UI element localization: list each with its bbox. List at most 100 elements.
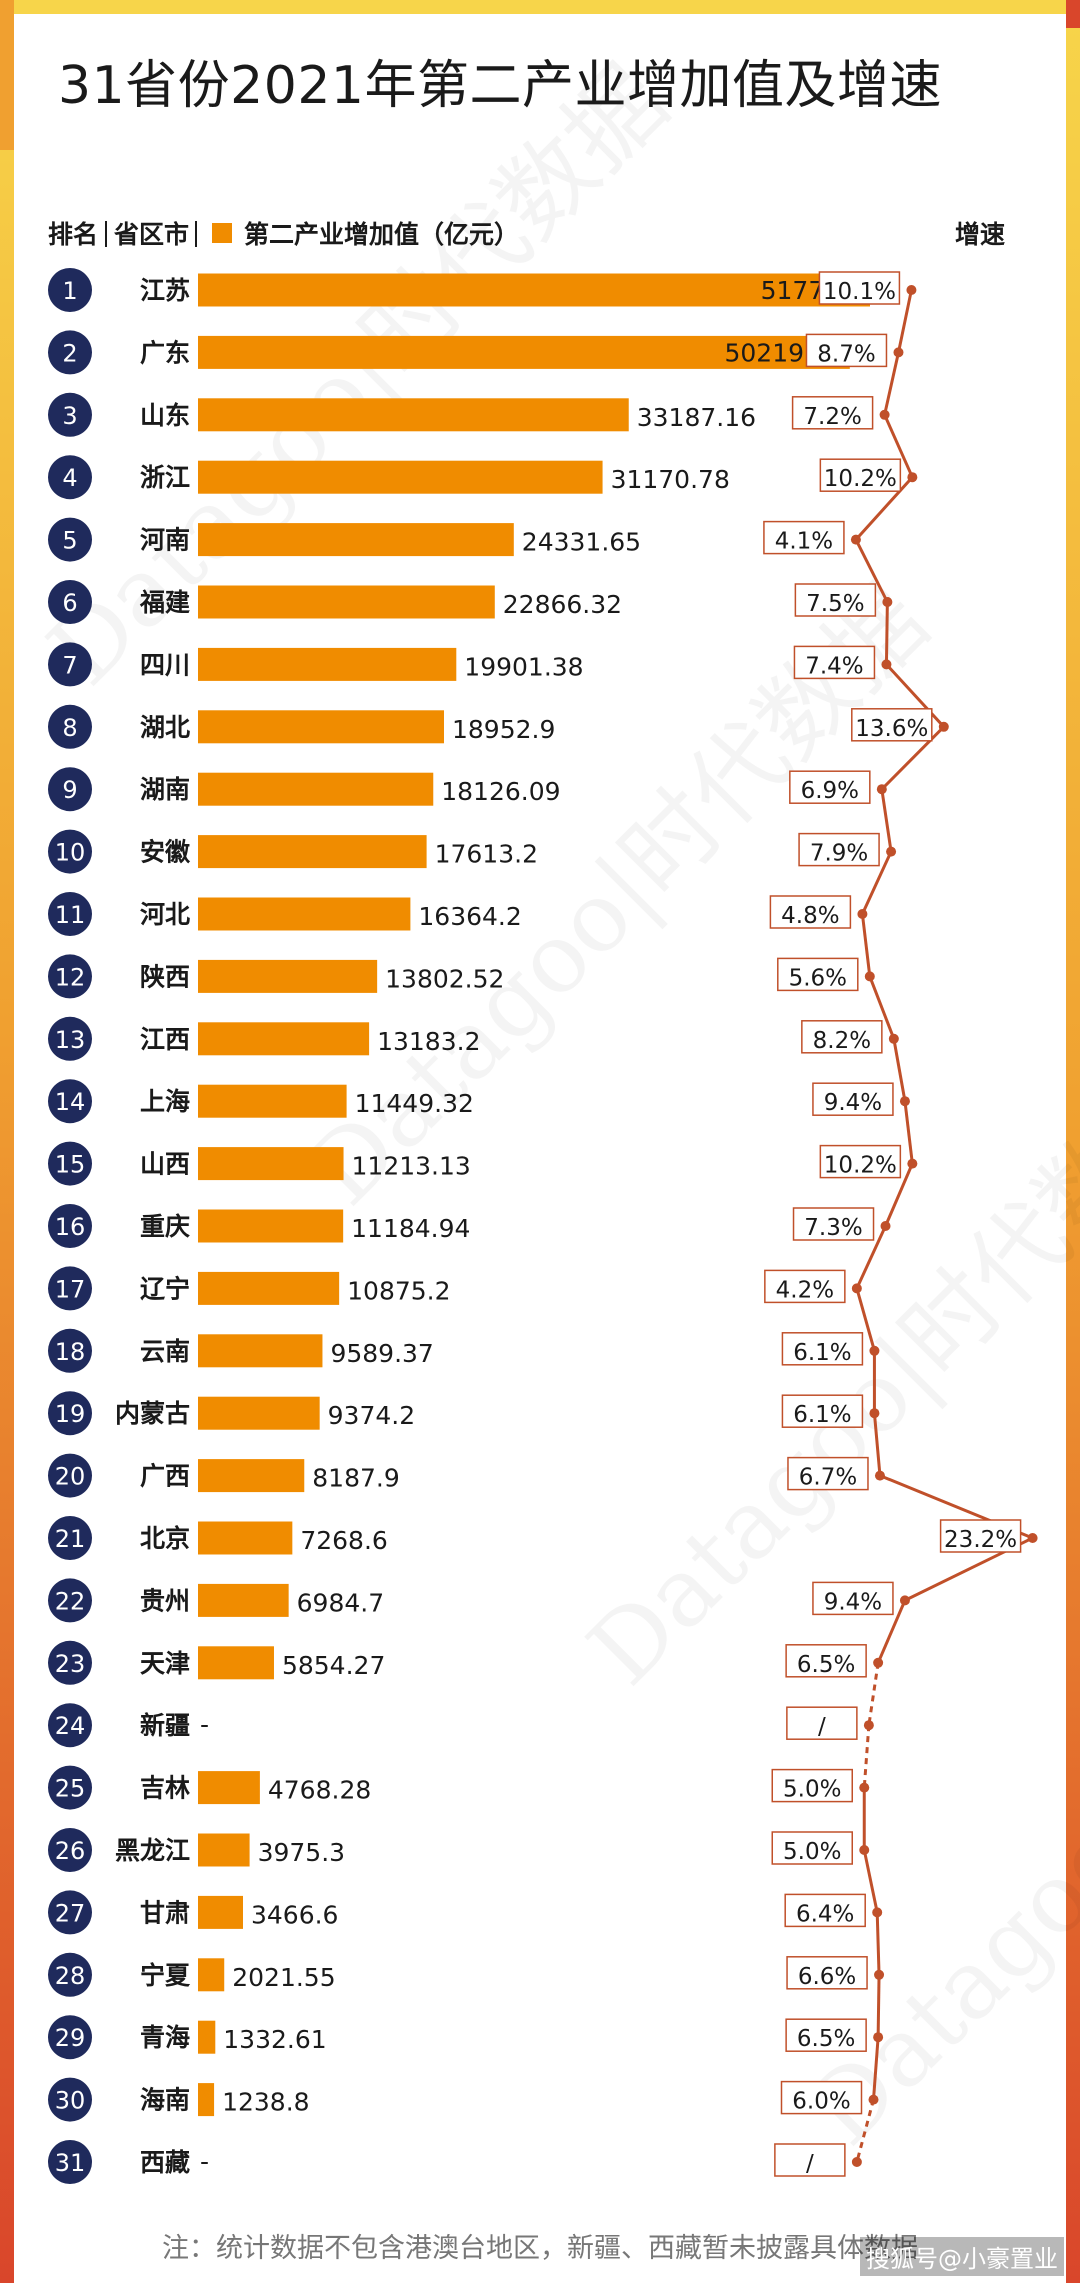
region-label: 宁夏: [140, 1961, 191, 1990]
region-label: 河南: [140, 526, 190, 555]
growth-label: 7.9%: [810, 841, 868, 867]
bar: [198, 1833, 250, 1867]
rank-number: 30: [55, 2087, 86, 2115]
rank-number: 17: [55, 1275, 86, 1303]
growth-point: [868, 2094, 879, 2105]
growth-line-segment: [861, 850, 893, 915]
rank-number: 29: [55, 2024, 86, 2052]
frame-right-accent: [1066, 0, 1080, 28]
rank-badge: [48, 954, 92, 999]
region-label: 广东: [140, 338, 190, 367]
rank-badge: [48, 1890, 92, 1935]
rank-badge: [48, 392, 92, 437]
growth-line-segment: [854, 476, 914, 541]
rank-badge: [48, 642, 92, 687]
growth-point: [906, 285, 917, 295]
growth-line-segment: [885, 663, 945, 728]
region-label: 江苏: [140, 276, 190, 305]
bar: [198, 1646, 274, 1680]
rank-badge: [48, 455, 92, 500]
growth-label-box: [792, 1207, 875, 1241]
bar-value-label: 5854.27: [282, 1651, 385, 1680]
growth-line-segment: [860, 913, 872, 977]
growth-point: [863, 1720, 874, 1731]
growth-point: [880, 1221, 891, 1231]
bar-value-label: 4768.28: [268, 1776, 371, 1805]
bar-value-label: 11449.32: [355, 1089, 474, 1118]
growth-point: [907, 1158, 918, 1169]
rank-number: 7: [62, 651, 77, 679]
growth-label-box: [851, 708, 933, 742]
rank-number: 2: [62, 339, 77, 367]
region-label: 吉林: [140, 1774, 190, 1803]
growth-label: /: [806, 2151, 814, 2177]
bar-value-label: 13802.52: [385, 964, 504, 993]
bar-value-label: -: [200, 1710, 209, 1739]
growth-label: 6.6%: [798, 1964, 856, 1990]
bar: [198, 772, 434, 806]
rank-badge: [48, 1328, 92, 1373]
growth-label-box: [777, 957, 859, 992]
region-label: 浙江: [140, 463, 190, 492]
growth-label-box: [791, 396, 874, 430]
bar: [198, 1459, 305, 1493]
growth-line-segment: [903, 1101, 914, 1164]
region-label: 新疆: [140, 1711, 190, 1740]
region-label: 安徽: [140, 838, 191, 867]
rank-badge: [48, 580, 92, 624]
chart-title: 31省份2021年第二产业增加值及增速: [58, 56, 943, 116]
growth-line-segment: [876, 1974, 881, 2038]
rank-badge: [48, 1516, 92, 1560]
growth-label: 5.6%: [789, 965, 847, 991]
bar-value-label: 16364.2: [418, 902, 521, 931]
bar: [198, 1147, 344, 1181]
growth-line-segment: [884, 601, 889, 665]
bar: [198, 1583, 289, 1617]
bar-value-label: 31170.78: [611, 465, 730, 494]
region-label: 天津: [140, 1649, 190, 1678]
rank-badge: [48, 1640, 92, 1685]
bar: [198, 647, 457, 681]
rank-badge: [48, 2077, 92, 2122]
region-label: 北京: [140, 1524, 190, 1553]
growth-line-segment: [880, 788, 893, 852]
bar-value-label: -: [200, 2147, 209, 2176]
growth-label-box: [786, 1706, 858, 1740]
rank-badge: [48, 2140, 92, 2184]
growth-label: 7.2%: [803, 404, 861, 430]
rank-number: 22: [55, 1587, 86, 1615]
bar-value-label: 24331.65: [522, 528, 641, 557]
rank-badge: [48, 330, 92, 375]
growth-label: 5.0%: [783, 1839, 841, 1865]
growth-label: 7.4%: [805, 653, 863, 679]
bar-value-label: 11184.94: [351, 1214, 470, 1243]
frame-left-accent: [0, 0, 14, 150]
region-label: 黑龙江: [115, 1836, 190, 1865]
region-label: 上海: [140, 1087, 190, 1116]
rank-number: 18: [55, 1338, 86, 1366]
rank-number: 12: [55, 963, 86, 991]
rank-badge: [48, 892, 92, 936]
bar-value-label: 9589.37: [330, 1339, 433, 1368]
rank-badge: [48, 1828, 92, 1872]
region-label: 重庆: [140, 1212, 190, 1241]
bar: [198, 273, 870, 307]
growth-point: [907, 472, 918, 483]
rank-badge: [48, 704, 92, 749]
growth-label-box: [781, 1394, 864, 1428]
rank-number: 25: [55, 1775, 86, 1803]
bar-value-label: 19901.38: [464, 652, 583, 681]
growth-label: 6.0%: [792, 2089, 850, 2115]
growth-label-box: [819, 458, 902, 492]
growth-point: [888, 1033, 899, 1044]
growth-label-box: [784, 1893, 866, 1928]
growth-label: 6.1%: [793, 1340, 851, 1366]
rank-badge: [48, 2015, 92, 2060]
bar-value-label: 7268.6: [300, 1526, 387, 1555]
bar: [198, 1022, 370, 1056]
bar-value-label: 10875.2: [347, 1276, 450, 1305]
region-label: 山东: [140, 401, 190, 430]
growth-label: 6.4%: [796, 1901, 854, 1927]
growth-label-box: [780, 2080, 863, 2115]
header-rank: 排名: [48, 220, 98, 249]
